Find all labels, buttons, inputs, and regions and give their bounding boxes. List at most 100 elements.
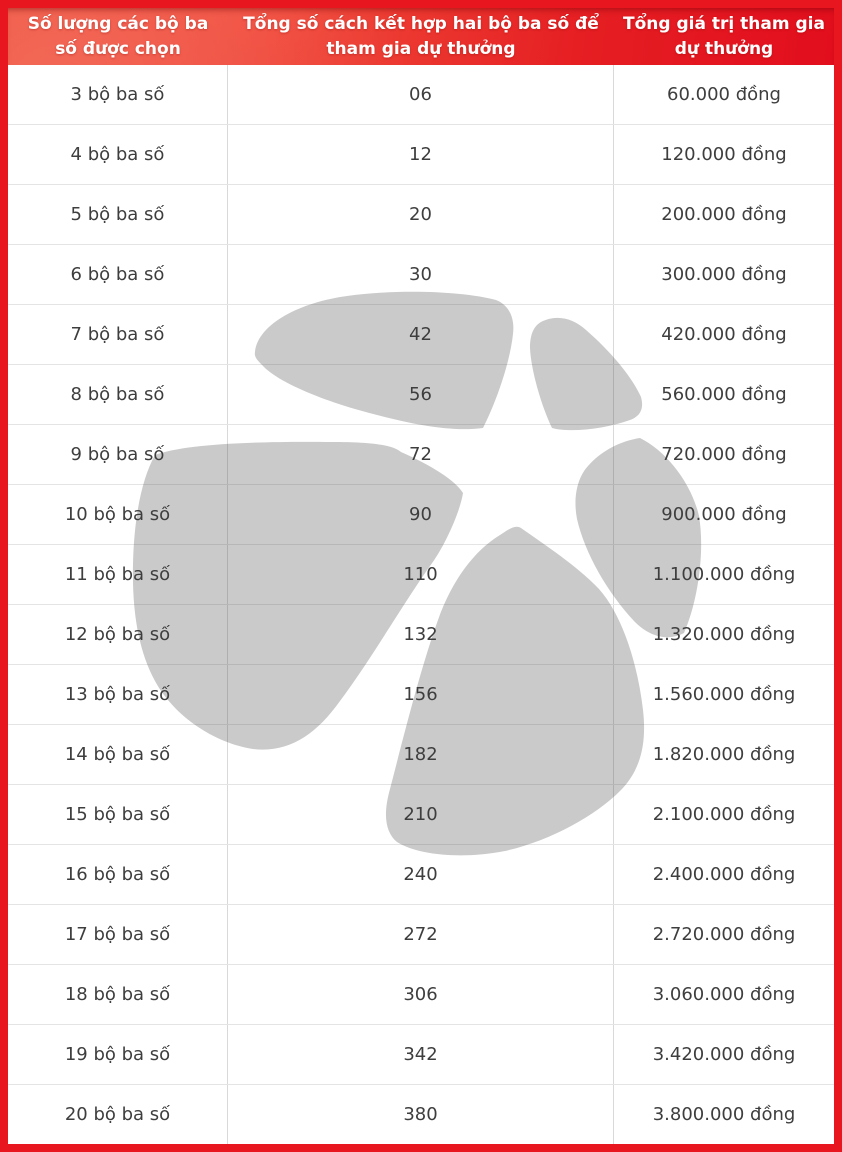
table-row: 7 bộ ba số 42 420.000 đồng bbox=[8, 305, 834, 365]
total-value-label: 120.000 đồng bbox=[661, 144, 787, 165]
cell-sets-count: 15 bộ ba số bbox=[8, 785, 228, 844]
sets-count-label: 19 bộ ba số bbox=[64, 1044, 171, 1065]
cell-combinations: 56 bbox=[228, 365, 614, 424]
combinations-value: 42 bbox=[409, 324, 432, 345]
total-value-label: 200.000 đồng bbox=[661, 204, 787, 225]
table-row: 9 bộ ba số 72 720.000 đồng bbox=[8, 425, 834, 485]
sets-count-label: 3 bộ ba số bbox=[70, 84, 165, 105]
cell-sets-count: 16 bộ ba số bbox=[8, 845, 228, 904]
sets-count-label: 20 bộ ba số bbox=[64, 1104, 171, 1125]
cell-combinations: 20 bbox=[228, 185, 614, 244]
combinations-value: 132 bbox=[403, 624, 438, 645]
sets-count-label: 4 bộ ba số bbox=[70, 144, 165, 165]
cell-total-value: 300.000 đồng bbox=[614, 245, 834, 304]
total-value-label: 420.000 đồng bbox=[661, 324, 787, 345]
cell-sets-count: 18 bộ ba số bbox=[8, 965, 228, 1024]
cell-sets-count: 7 bộ ba số bbox=[8, 305, 228, 364]
combinations-value: 306 bbox=[403, 984, 438, 1005]
total-value-label: 2.400.000 đồng bbox=[652, 864, 796, 885]
cell-sets-count: 17 bộ ba số bbox=[8, 905, 228, 964]
total-value-label: 300.000 đồng bbox=[661, 264, 787, 285]
column-header-combinations: Tổng số cách kết hợp hai bộ ba số để tha… bbox=[243, 13, 599, 59]
sets-count-label: 12 bộ ba số bbox=[64, 624, 171, 645]
combinations-value: 110 bbox=[403, 564, 438, 585]
cell-sets-count: 20 bộ ba số bbox=[8, 1085, 228, 1144]
sets-count-label: 14 bộ ba số bbox=[64, 744, 171, 765]
sets-count-label: 10 bộ ba số bbox=[64, 504, 171, 525]
cell-combinations: 240 bbox=[228, 845, 614, 904]
table-row: 19 bộ ba số 342 3.420.000 đồng bbox=[8, 1025, 834, 1085]
cell-combinations: 156 bbox=[228, 665, 614, 724]
total-value-label: 560.000 đồng bbox=[661, 384, 787, 405]
cell-sets-count: 10 bộ ba số bbox=[8, 485, 228, 544]
combinations-value: 240 bbox=[403, 864, 438, 885]
cell-combinations: 06 bbox=[228, 65, 614, 124]
table-row: 10 bộ ba số 90 900.000 đồng bbox=[8, 485, 834, 545]
sets-count-label: 15 bộ ba số bbox=[64, 804, 171, 825]
table-row: 18 bộ ba số 306 3.060.000 đồng bbox=[8, 965, 834, 1025]
sets-count-label: 5 bộ ba số bbox=[70, 204, 165, 225]
total-value-label: 1.320.000 đồng bbox=[652, 624, 796, 645]
sets-count-label: 17 bộ ba số bbox=[64, 924, 171, 945]
sets-count-label: 16 bộ ba số bbox=[64, 864, 171, 885]
cell-combinations: 42 bbox=[228, 305, 614, 364]
combinations-value: 56 bbox=[409, 384, 432, 405]
cell-combinations: 72 bbox=[228, 425, 614, 484]
cell-sets-count: 9 bộ ba số bbox=[8, 425, 228, 484]
combinations-value: 72 bbox=[409, 444, 432, 465]
table-row: 4 bộ ba số 12 120.000 đồng bbox=[8, 125, 834, 185]
total-value-label: 3.060.000 đồng bbox=[652, 984, 796, 1005]
total-value-label: 3.800.000 đồng bbox=[652, 1104, 796, 1125]
sets-count-label: 9 bộ ba số bbox=[70, 444, 165, 465]
total-value-label: 720.000 đồng bbox=[661, 444, 787, 465]
cell-sets-count: 8 bộ ba số bbox=[8, 365, 228, 424]
table-row: 13 bộ ba số 156 1.560.000 đồng bbox=[8, 665, 834, 725]
cell-total-value: 3.420.000 đồng bbox=[614, 1025, 834, 1084]
combinations-value: 182 bbox=[403, 744, 438, 765]
total-value-label: 3.420.000 đồng bbox=[652, 1044, 796, 1065]
cell-combinations: 132 bbox=[228, 605, 614, 664]
combinations-value: 20 bbox=[409, 204, 432, 225]
combinations-value: 380 bbox=[403, 1104, 438, 1125]
cell-combinations: 342 bbox=[228, 1025, 614, 1084]
table-row: 15 bộ ba số 210 2.100.000 đồng bbox=[8, 785, 834, 845]
cell-total-value: 1.100.000 đồng bbox=[614, 545, 834, 604]
total-value-label: 2.720.000 đồng bbox=[652, 924, 796, 945]
table-row: 20 bộ ba số 380 3.800.000 đồng bbox=[8, 1085, 834, 1144]
total-value-label: 60.000 đồng bbox=[667, 84, 781, 105]
sets-count-label: 13 bộ ba số bbox=[64, 684, 171, 705]
cell-total-value: 3.800.000 đồng bbox=[614, 1085, 834, 1144]
cell-sets-count: 19 bộ ba số bbox=[8, 1025, 228, 1084]
cell-sets-count: 6 bộ ba số bbox=[8, 245, 228, 304]
cell-combinations: 272 bbox=[228, 905, 614, 964]
cell-total-value: 1.820.000 đồng bbox=[614, 725, 834, 784]
table-row: 17 bộ ba số 272 2.720.000 đồng bbox=[8, 905, 834, 965]
sets-count-label: 7 bộ ba số bbox=[70, 324, 165, 345]
combinations-value: 12 bbox=[409, 144, 432, 165]
cell-sets-count: 12 bộ ba số bbox=[8, 605, 228, 664]
cell-combinations: 182 bbox=[228, 725, 614, 784]
cell-combinations: 90 bbox=[228, 485, 614, 544]
combinations-value: 342 bbox=[403, 1044, 438, 1065]
total-value-label: 1.820.000 đồng bbox=[652, 744, 796, 765]
cell-combinations: 380 bbox=[228, 1085, 614, 1144]
cell-combinations: 12 bbox=[228, 125, 614, 184]
cell-combinations: 306 bbox=[228, 965, 614, 1024]
cell-total-value: 420.000 đồng bbox=[614, 305, 834, 364]
cell-sets-count: 11 bộ ba số bbox=[8, 545, 228, 604]
table-row: 14 bộ ba số 182 1.820.000 đồng bbox=[8, 725, 834, 785]
cell-total-value: 1.560.000 đồng bbox=[614, 665, 834, 724]
table-row: 5 bộ ba số 20 200.000 đồng bbox=[8, 185, 834, 245]
cell-total-value: 2.100.000 đồng bbox=[614, 785, 834, 844]
cell-total-value: 60.000 đồng bbox=[614, 65, 834, 124]
cell-sets-count: 13 bộ ba số bbox=[8, 665, 228, 724]
sets-count-label: 18 bộ ba số bbox=[64, 984, 171, 1005]
combinations-value: 156 bbox=[403, 684, 438, 705]
cell-total-value: 2.400.000 đồng bbox=[614, 845, 834, 904]
sets-count-label: 11 bộ ba số bbox=[64, 564, 171, 585]
total-value-label: 900.000 đồng bbox=[661, 504, 787, 525]
table-row: 8 bộ ba số 56 560.000 đồng bbox=[8, 365, 834, 425]
combinations-value: 272 bbox=[403, 924, 438, 945]
table-row: 11 bộ ba số 110 1.100.000 đồng bbox=[8, 545, 834, 605]
cell-total-value: 120.000 đồng bbox=[614, 125, 834, 184]
